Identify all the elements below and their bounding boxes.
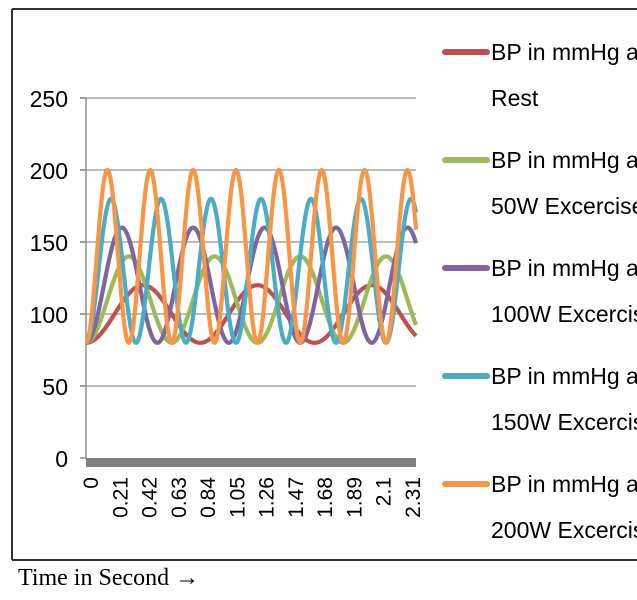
y-tick-label: 0 bbox=[55, 446, 68, 472]
x-tick-label: 0.63 bbox=[168, 477, 191, 518]
x-tick-label: 1.05 bbox=[226, 477, 249, 518]
x-tick-label: 0.21 bbox=[109, 477, 132, 518]
legend-label: Rest bbox=[491, 85, 539, 111]
y-tick-label: 50 bbox=[42, 374, 68, 400]
legend-label: BP in mmHg at bbox=[491, 471, 637, 497]
legend-label: 150W Excercise bbox=[491, 409, 637, 435]
legend-label: BP in mmHg at bbox=[491, 255, 637, 281]
y-tick-label: 200 bbox=[30, 158, 68, 184]
legend-label: BP in mmHg at bbox=[491, 363, 637, 389]
x-axis-line bbox=[86, 458, 416, 467]
y-tick-label: 100 bbox=[30, 302, 68, 328]
legend-label: 100W Excercise bbox=[491, 301, 637, 327]
y-tick-label: 150 bbox=[30, 230, 68, 256]
x-tick-label: 1.68 bbox=[314, 477, 337, 518]
legend-label: 50W Excercise bbox=[491, 193, 637, 219]
x-tick-label: 0 bbox=[80, 477, 103, 489]
legend-label: 200W Excercise bbox=[491, 517, 637, 543]
legend-label: BP in mmHg at bbox=[491, 147, 637, 173]
x-tick-label: 0.84 bbox=[197, 477, 220, 518]
x-tick-label: 1.26 bbox=[256, 477, 279, 518]
x-tick-label: 0.42 bbox=[139, 477, 162, 518]
x-tick-label: 2.1 bbox=[373, 477, 396, 506]
y-tick-label: 250 bbox=[30, 86, 68, 112]
x-tick-label: 2.31 bbox=[402, 477, 425, 518]
time-axis-caption: Time in Second → bbox=[18, 565, 199, 592]
legend-label: BP in mmHg at bbox=[491, 39, 637, 65]
x-tick-label: 1.47 bbox=[285, 477, 308, 518]
x-tick-label: 1.89 bbox=[343, 477, 366, 518]
